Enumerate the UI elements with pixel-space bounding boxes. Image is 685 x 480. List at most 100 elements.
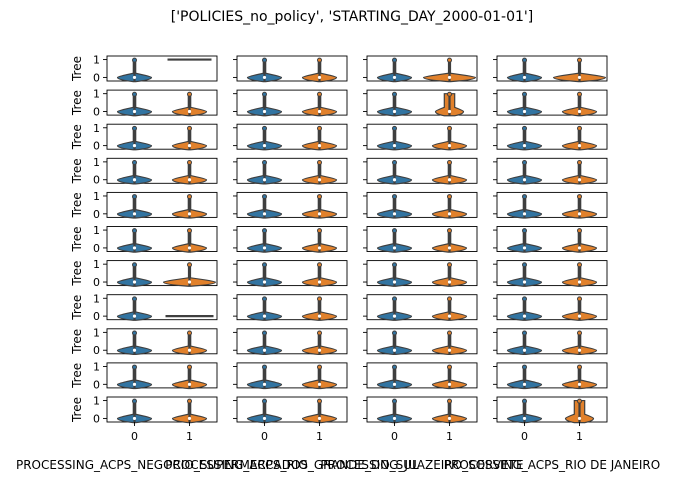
violin-1-max-dot [187, 159, 192, 165]
violin-1 [434, 91, 465, 117]
violin-1 [431, 296, 468, 321]
violin-0-max-dot [262, 57, 267, 63]
violin-0-median [392, 314, 397, 318]
violin-0 [506, 91, 543, 117]
violin-1-median [577, 109, 582, 114]
panel-r8-c0: 0 1 Tree [70, 326, 218, 357]
violin-1-median [447, 212, 452, 216]
y-tick-label: 1 [93, 88, 100, 101]
violin-0 [506, 364, 543, 390]
violin-0-median [522, 212, 527, 216]
violin-1-max-dot [577, 194, 582, 200]
violin-0 [246, 364, 283, 390]
violin-1-max-dot [317, 398, 322, 404]
violin-0 [246, 330, 283, 356]
violin-1-median [187, 212, 192, 216]
violin-0-median [392, 246, 397, 250]
violin-0-max-dot [392, 57, 397, 63]
violin-0 [506, 330, 543, 356]
x-tick-label: 0 [391, 430, 398, 443]
violin-0-median [522, 416, 527, 421]
violin-0 [506, 194, 543, 219]
violin-0-median [522, 178, 527, 182]
violin-0-max-dot [522, 57, 527, 63]
y-tick-label: 0 [93, 106, 100, 119]
violin-1-median [447, 382, 452, 386]
violin-1-median [317, 109, 322, 114]
violin-0 [116, 125, 153, 151]
violin-0-max-dot [392, 159, 397, 165]
violin-0-max-dot [262, 125, 267, 131]
x-axis-label-1: PROCESSING_ACPS_RIO_GRANDE_DO_SUL [165, 458, 419, 472]
violin-1-max-dot [447, 125, 452, 131]
y-axis-label: Tree [70, 363, 84, 389]
violin-1-median [187, 416, 192, 421]
violin-1 [431, 262, 468, 287]
violin-1-median [187, 382, 192, 386]
violin-0-max-dot [132, 364, 137, 370]
violin-1-max-dot [577, 364, 582, 370]
violin-1-max-dot [577, 57, 582, 63]
violin-1-median [447, 178, 452, 182]
panel-r2-c3 [493, 123, 608, 151]
violin-0 [246, 228, 283, 253]
violin-1-max-dot [447, 330, 452, 336]
y-tick-label: 1 [93, 190, 100, 203]
panel-r10-c0: 0 1 Tree 0 1 [70, 395, 218, 443]
x-tick-label: 1 [576, 430, 583, 443]
x-tick-label: 0 [521, 430, 528, 443]
panel-r7-c1 [233, 294, 348, 321]
violin-1 [171, 194, 208, 219]
violin-0-median [392, 348, 397, 352]
violin-0-median [262, 144, 267, 148]
violin-1-median [447, 144, 452, 148]
y-tick-label: 1 [93, 395, 100, 408]
violin-0 [246, 262, 283, 287]
violin-1 [431, 125, 468, 151]
panel-r4-c3 [493, 191, 608, 219]
x-tick-label: 1 [446, 430, 453, 443]
violin-0-max-dot [392, 262, 397, 268]
violin-1-max-dot [577, 125, 582, 131]
violin-1-max-dot [187, 364, 192, 370]
violin-1-max-dot [447, 57, 452, 63]
violin-1-median [447, 109, 452, 114]
violin-1-max-dot [317, 262, 322, 268]
violin-1-max-dot [317, 364, 322, 370]
violin-0-median [262, 382, 267, 386]
panel-r6-c3 [493, 260, 608, 287]
violin-1-max-dot [577, 330, 582, 336]
violin-0-median [392, 280, 397, 284]
violin-1-median [447, 348, 452, 352]
violin-0-max-dot [522, 330, 527, 336]
violin-0-max-dot [132, 296, 137, 302]
violin-0-max-dot [522, 159, 527, 165]
violin-1 [301, 194, 338, 219]
violin-1-median [317, 144, 322, 148]
violin-0 [506, 125, 543, 151]
violin-1-median [317, 75, 322, 80]
violin-0-max-dot [522, 296, 527, 302]
violin-1 [431, 228, 468, 253]
y-tick-label: 0 [93, 242, 100, 255]
violin-0-median [522, 348, 527, 352]
violin-0 [506, 228, 543, 253]
panel-r2-c1 [233, 123, 348, 151]
violin-0 [376, 57, 413, 83]
x-tick-label: 1 [316, 430, 323, 443]
violin-1-max-dot [317, 228, 322, 234]
violin-1-median [447, 246, 452, 250]
violin-0-median [132, 246, 137, 250]
y-tick-label: 1 [93, 258, 100, 271]
violin-1-max-dot [317, 91, 322, 97]
violin-1-max-dot [447, 159, 452, 165]
y-tick-label: 0 [93, 276, 100, 289]
x-axis-label-2: PROCESSING_JUAZEIRO_SORVETE [320, 458, 523, 472]
violin-0-median [392, 178, 397, 182]
panel-r5-c2 [363, 226, 478, 253]
violin-1-median [187, 246, 192, 250]
violin-0 [376, 296, 413, 321]
violin-0-median [262, 212, 267, 216]
violin-1-median [317, 382, 322, 386]
